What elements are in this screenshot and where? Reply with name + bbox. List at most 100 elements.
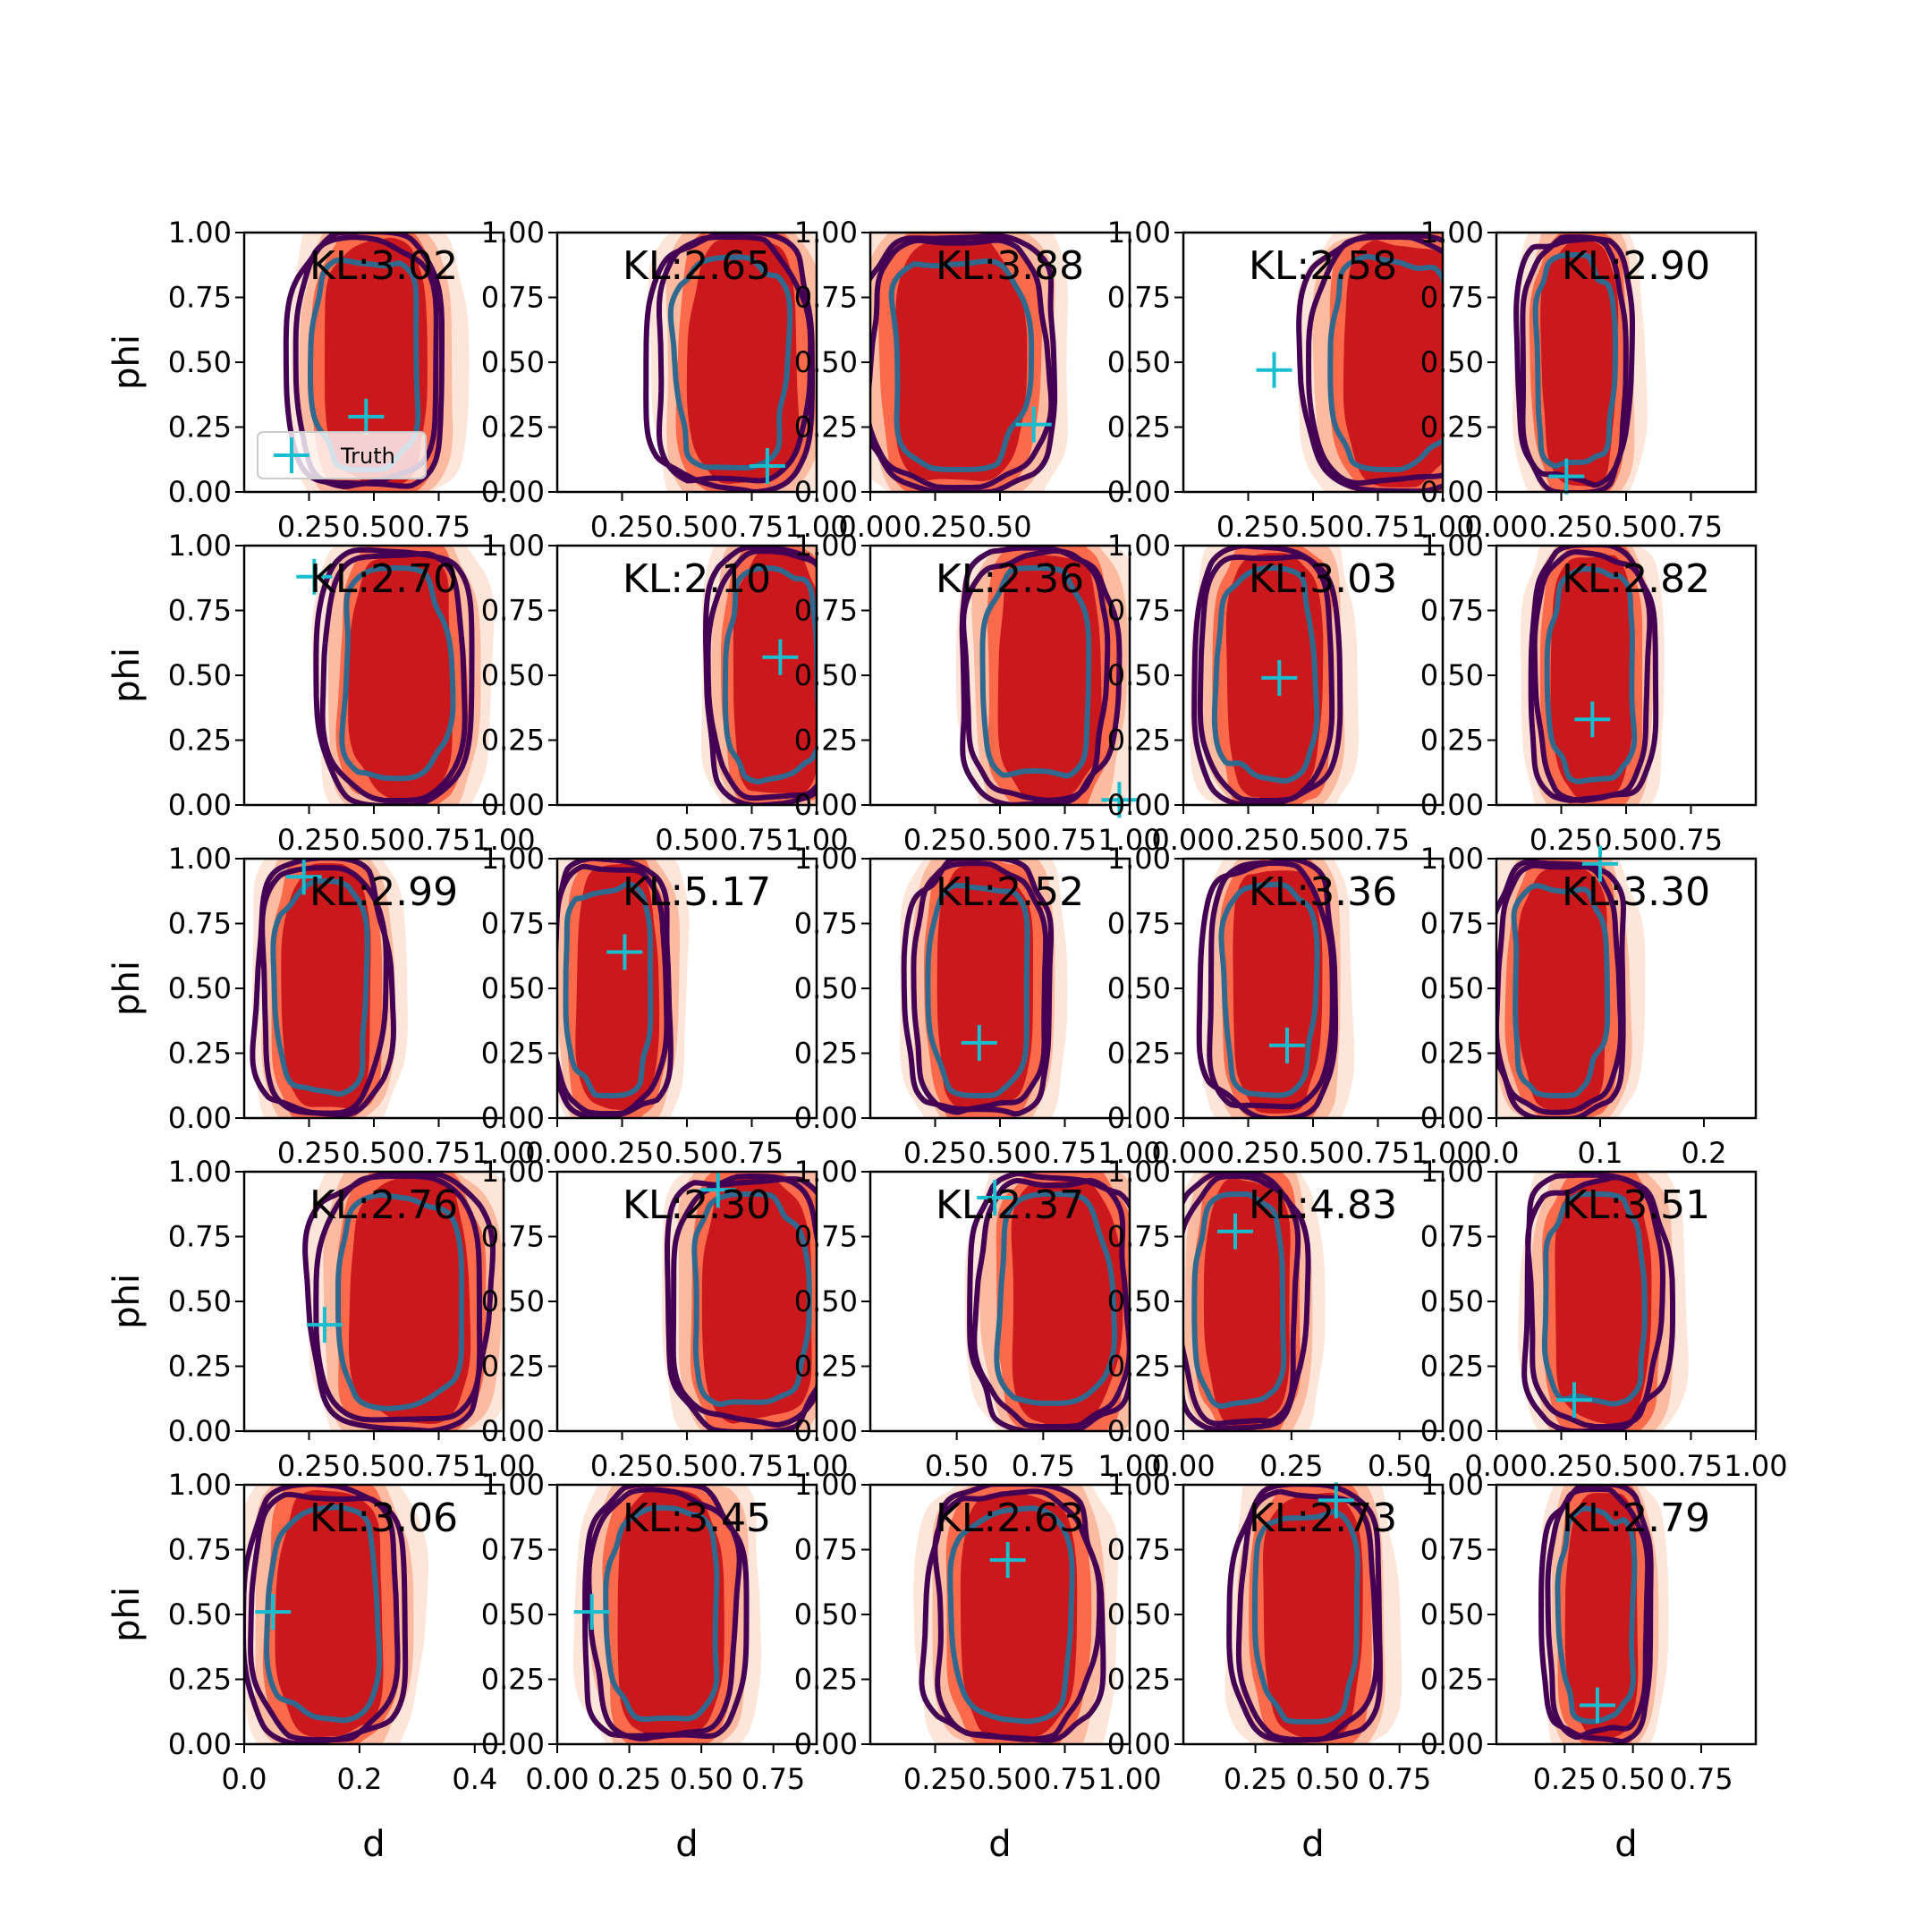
x-tick-label: 0.25: [277, 823, 341, 857]
kl-annotation: KL:2.63: [936, 1496, 1084, 1541]
x-tick-label: 0.00: [1151, 1136, 1215, 1170]
contour-outer: [1513, 235, 1635, 492]
y-tick-label: 0.00: [1107, 1727, 1171, 1761]
x-tick-label: 0.75: [407, 823, 470, 857]
contour-middle: [932, 1488, 1103, 1742]
truth-marker: [1548, 458, 1585, 495]
y-tick-label: 1.00: [1107, 529, 1171, 563]
x-tick-label: 0.50: [968, 510, 1031, 544]
contour-middle: [557, 863, 670, 1117]
density-group: [964, 1172, 1130, 1431]
y-tick-label: 1.00: [481, 1155, 545, 1189]
x-tick-label: 1.00: [1411, 1136, 1474, 1170]
y-tick-label: 1.00: [794, 1155, 858, 1189]
y-tick-label: 0.50: [1107, 345, 1171, 379]
kl-annotation: KL:2.10: [623, 556, 771, 602]
x-tick-label: 0.75: [1346, 1136, 1410, 1170]
y-tick-label: 0.75: [794, 1220, 858, 1254]
x-tick-label: 0.25: [1530, 823, 1593, 857]
x-tick-label: 0.25: [277, 510, 341, 544]
y-tick-label: 0.75: [1420, 907, 1484, 941]
y-tick-label: 0.00: [481, 1727, 545, 1761]
contour-outer: [283, 233, 445, 489]
y-axis-label: phi: [106, 1274, 148, 1329]
contour-inner: [263, 1504, 383, 1724]
y-tick-label: 0.75: [481, 1533, 545, 1567]
kl-annotation: KL:2.73: [1249, 1496, 1397, 1541]
truth-marker: [1101, 782, 1138, 818]
x-tick-label: 0.50: [1281, 823, 1344, 857]
truth-marker: [762, 639, 799, 675]
subplot-5-3: 0.000.250.500.751.000.25 0.50 0.75 1.00KL:2…: [794, 1468, 1162, 1865]
contour-inner: [1211, 564, 1320, 784]
density-group: [643, 233, 817, 492]
contour-inner: [691, 1191, 812, 1407]
y-tick-label: 0.75: [1107, 1220, 1171, 1254]
y-tick-label: 0.00: [1107, 475, 1171, 509]
y-tick-label: 0.25: [481, 1037, 545, 1071]
y-tick-label: 1.00: [481, 529, 545, 563]
y-tick-label: 1.00: [168, 1468, 232, 1502]
x-tick-label: 0.75: [407, 510, 470, 544]
density-group: [662, 1172, 817, 1431]
x-tick-label: 0.4: [452, 1762, 497, 1796]
x-tick-label: 0.50: [342, 510, 405, 544]
truth-marker: [1269, 1027, 1305, 1063]
contour-middle: [1207, 860, 1335, 1110]
contour-middle: [1545, 1486, 1651, 1741]
contour-middle: [1520, 233, 1629, 488]
truth-marker: [989, 1542, 1026, 1579]
contour-inner: [1511, 883, 1611, 1099]
x-tick-label: 0.25: [903, 1762, 967, 1796]
y-tick-label: 0.50: [1420, 658, 1484, 692]
y-tick-label: 0.25: [794, 1663, 858, 1697]
x-tick-label: 1.00: [471, 1449, 535, 1483]
density-group: [572, 1485, 761, 1744]
y-tick-label: 0.75: [481, 281, 545, 315]
contour-middle: [319, 550, 468, 804]
x-tick-label: 0.25: [1530, 1449, 1593, 1483]
x-tick-label: 0.2: [336, 1762, 382, 1796]
kl-annotation: KL:3.88: [936, 243, 1084, 289]
x-tick-label: 1.00: [471, 1136, 535, 1170]
x-tick-label: 1.00: [1724, 1449, 1787, 1483]
density-group: [913, 1485, 1119, 1744]
kl-annotation: KL:2.65: [623, 243, 771, 289]
y-tick-label: 0.50: [481, 1597, 545, 1631]
density-group: [1183, 1172, 1326, 1431]
y-tick-label: 0.50: [1107, 658, 1171, 692]
y-tick-label: 0.00: [794, 788, 858, 822]
contour-middle: [971, 1177, 1130, 1430]
density-level-4: [733, 550, 817, 793]
y-tick-label: 0.25: [1420, 411, 1484, 445]
kl-annotation: KL:3.02: [309, 243, 458, 289]
y-tick-label: 0.50: [481, 345, 545, 379]
y-tick-label: 0.50: [1420, 971, 1484, 1005]
subplot-4-3: 0.00 0.25 0.50 0.75 1.00 0.50 0.75 1.00 KL:2.37: [794, 1155, 1162, 1483]
y-tick-label: 0.75: [168, 1220, 232, 1254]
y-tick-label: 0.00: [1420, 475, 1484, 509]
truth-marker: [285, 859, 322, 895]
y-tick-label: 0.50: [481, 658, 545, 692]
kl-annotation: KL:3.36: [1249, 869, 1397, 915]
y-tick-label: 0.50: [1420, 1597, 1484, 1631]
truth-marker: [749, 448, 785, 484]
density-level-4: [701, 1176, 812, 1424]
y-tick-label: 0.25: [794, 1037, 858, 1071]
y-tick-label: 0.00: [1420, 1414, 1484, 1448]
contour-outer: [643, 233, 816, 492]
y-tick-label: 1.00: [1107, 1155, 1171, 1189]
x-tick-label: 0.50: [669, 1762, 733, 1796]
contour-middle: [670, 1173, 817, 1428]
subplot-2-3: 0.000.250.500.751.000.25 0.50 0.75 1.00KL:2…: [794, 529, 1162, 857]
x-tick-label: 0.50: [655, 1449, 718, 1483]
kl-annotation: KL:2.70: [309, 556, 458, 602]
truth-marker: [1574, 701, 1611, 738]
truth-marker: [1261, 659, 1298, 696]
density-level-4: [275, 1489, 384, 1738]
x-tick-label: 0.25: [1216, 1136, 1280, 1170]
density-level-4: [686, 237, 800, 484]
